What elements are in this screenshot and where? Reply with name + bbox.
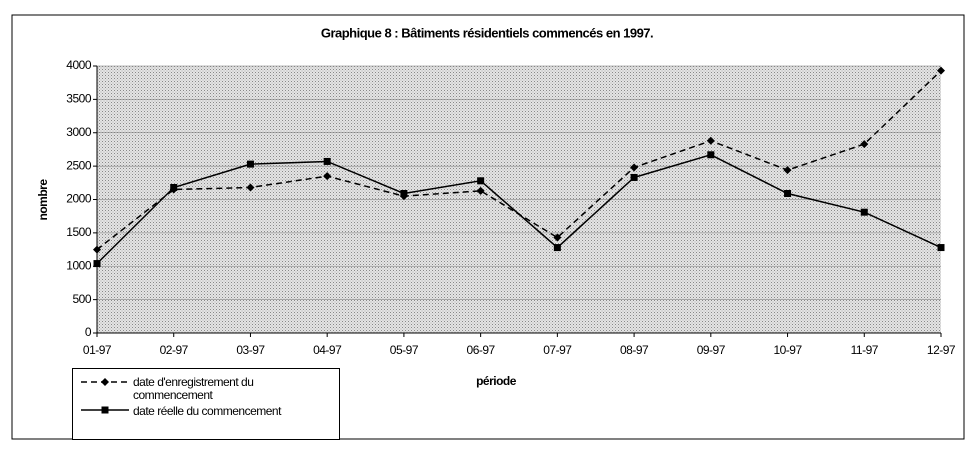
y-tick-label: 3000 (66, 125, 92, 139)
y-tick-label: 4000 (66, 58, 92, 72)
y-axis-title: nombre (36, 179, 50, 221)
x-tick-label: 01-97 (83, 343, 112, 357)
y-tick-label: 2500 (66, 158, 92, 172)
x-tick-label: 03-97 (236, 343, 265, 357)
legend-marker (101, 406, 109, 414)
marker (706, 136, 715, 145)
y-tick-label: 1000 (66, 258, 92, 272)
marker (476, 186, 485, 195)
legend-label: date d'enregistrement du commencement (133, 375, 254, 402)
marker (246, 160, 254, 168)
marker (784, 189, 792, 197)
marker (553, 244, 561, 252)
legend-label: date réelle du commencement (133, 404, 281, 418)
x-tick-label: 08-97 (620, 343, 649, 357)
marker (323, 172, 332, 181)
legend: date d'enregistrement du commencement da… (72, 368, 340, 440)
marker (323, 157, 331, 165)
y-tick-label: 2000 (66, 192, 92, 206)
marker (630, 173, 638, 181)
marker (93, 260, 101, 268)
marker (630, 163, 639, 172)
marker (553, 233, 562, 242)
marker (400, 189, 408, 197)
marker (93, 245, 101, 254)
marker (170, 183, 178, 191)
x-tick-label: 10-97 (773, 343, 802, 357)
x-tick-label: 04-97 (313, 343, 342, 357)
marker (860, 140, 869, 149)
y-tick-label: 1500 (66, 225, 92, 239)
x-tick-label: 09-97 (697, 343, 726, 357)
x-axis-title: période (476, 374, 517, 388)
x-tick-label: 06-97 (467, 343, 496, 357)
marker (860, 208, 868, 216)
legend-marker (101, 378, 109, 386)
marker (477, 177, 485, 185)
x-tick-label: 02-97 (160, 343, 189, 357)
y-tick-label: 3500 (66, 92, 92, 106)
marker (246, 183, 255, 192)
x-tick-label: 05-97 (390, 343, 419, 357)
y-tick-label: 0 (85, 325, 92, 339)
series-line (96, 153, 942, 265)
y-tick-label: 500 (72, 292, 91, 306)
chart-title: Graphique 8 : Bâtiments résidentiels com… (321, 25, 653, 40)
legend-keys (81, 378, 129, 414)
x-tick-label: 12-97 (927, 343, 956, 357)
marker (707, 151, 715, 159)
marker (783, 166, 792, 175)
marker (937, 66, 945, 75)
marker (937, 244, 945, 252)
x-tick-label: 11-97 (851, 343, 879, 357)
x-tick-label: 07-97 (543, 343, 572, 357)
